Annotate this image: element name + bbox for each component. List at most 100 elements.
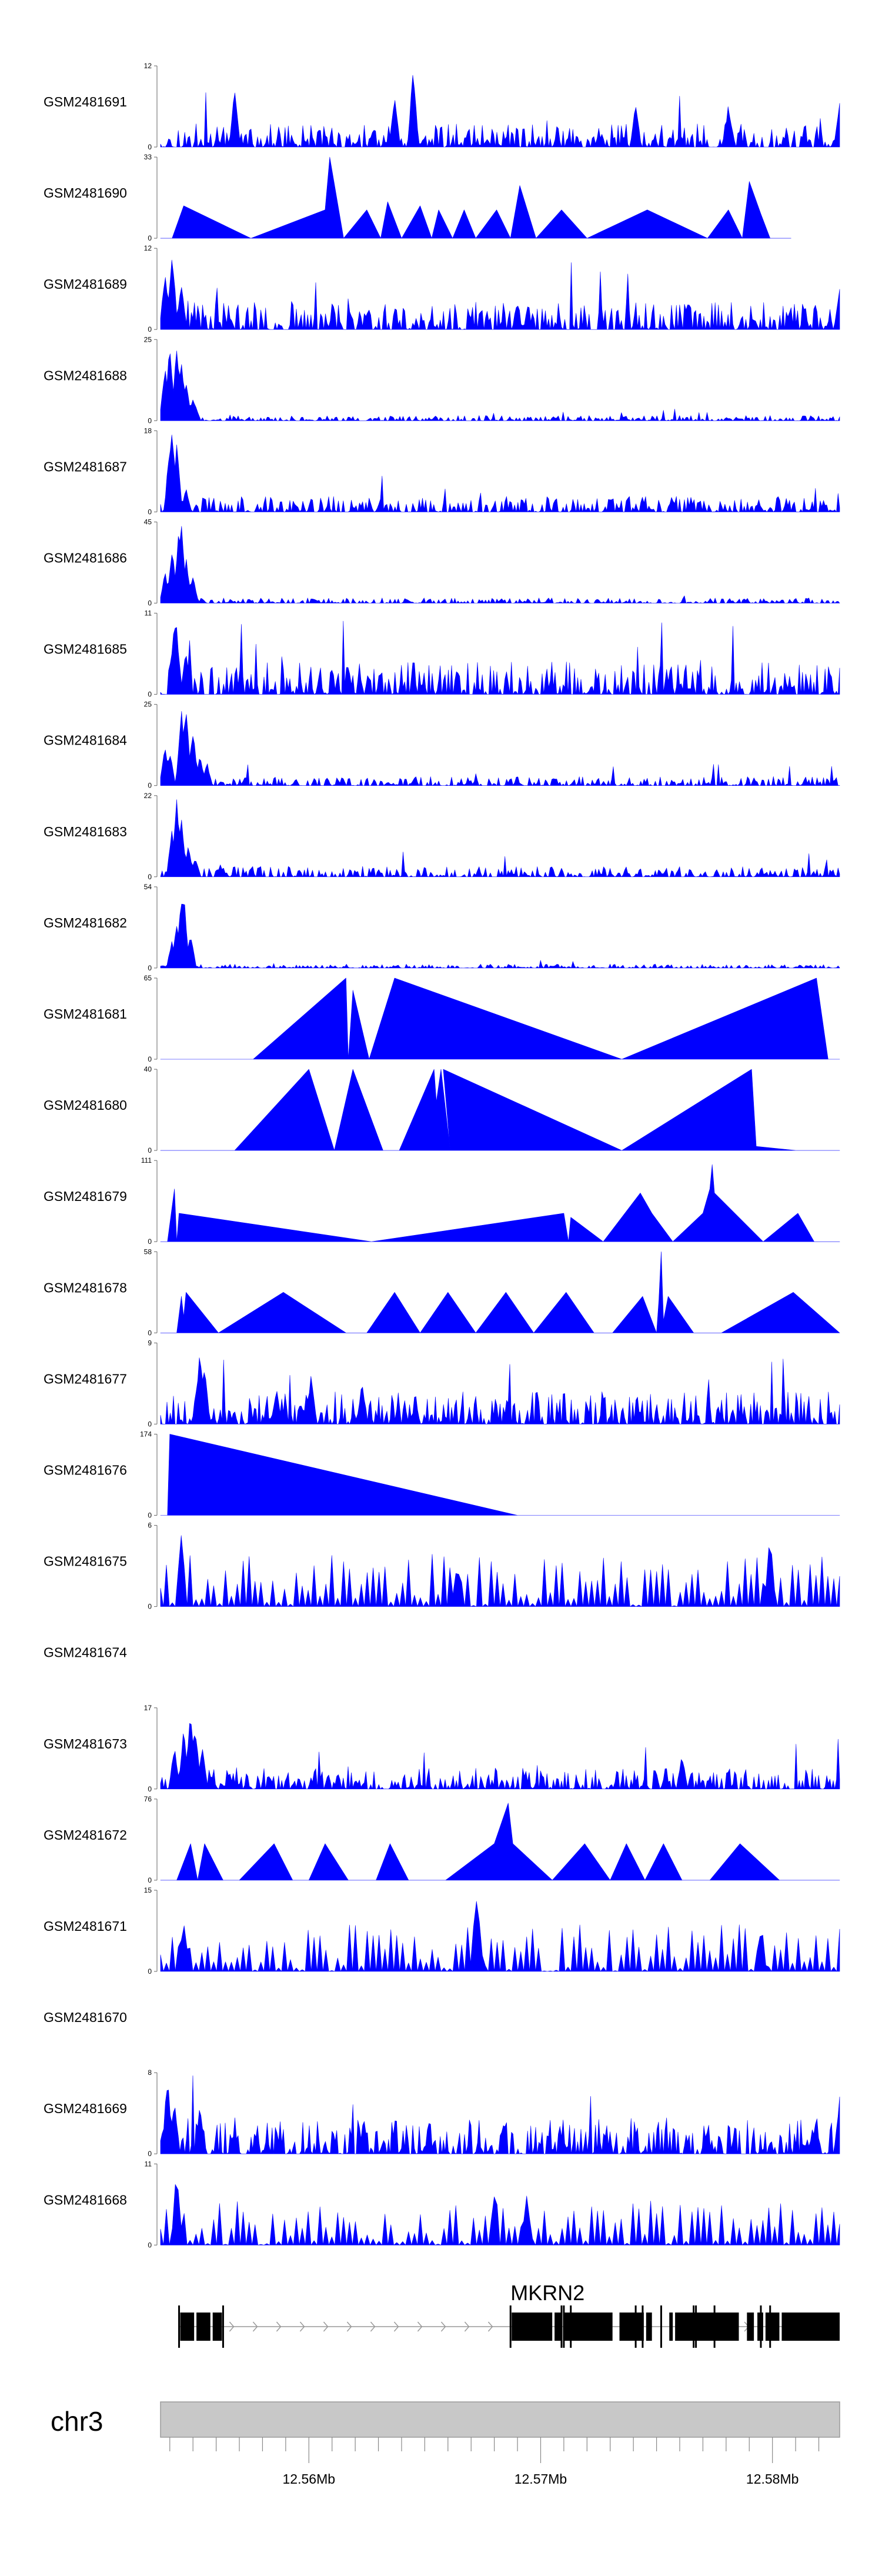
exon	[212, 2313, 222, 2341]
track-label: GSM2481673	[44, 1736, 127, 1751]
y-tick-label-max: 15	[144, 1886, 152, 1894]
exon-boundary	[695, 2305, 697, 2348]
y-tick-label-max: 45	[144, 518, 152, 526]
exon-boundary	[509, 2305, 512, 2348]
y-tick-label-zero: 0	[148, 1785, 152, 1793]
track-GSM2481674: GSM2481674	[44, 1645, 127, 1660]
y-tick-label-zero: 0	[148, 1420, 152, 1428]
y-tick-label-zero: 0	[148, 1055, 152, 1063]
y-tick-label-max: 22	[144, 792, 152, 800]
coverage-area	[160, 156, 791, 239]
exon-boundary	[693, 2305, 695, 2348]
strand-arrow	[229, 2321, 235, 2332]
coverage-area	[160, 75, 840, 148]
track-label: GSM2481686	[44, 550, 127, 566]
y-tick-label-zero: 0	[148, 2150, 152, 2158]
y-tick-label-zero: 0	[148, 690, 152, 699]
coverage-area	[160, 620, 840, 695]
coverage-area	[160, 799, 840, 877]
track-label: GSM2481683	[44, 824, 127, 839]
y-tick-label-zero: 0	[148, 873, 152, 881]
y-tick-label-max: 111	[141, 1156, 152, 1164]
track-GSM2481684: GSM2481684 25 0	[44, 700, 840, 790]
exon	[765, 2313, 780, 2341]
y-tick-label-zero: 0	[148, 1967, 152, 1976]
track-GSM2481686: GSM2481686 45 0	[44, 518, 840, 608]
y-tick-label-max: 76	[144, 1795, 152, 1803]
coverage-area	[160, 1535, 840, 1607]
strand-arrow	[393, 2321, 399, 2332]
exon	[747, 2313, 754, 2341]
strand-arrow	[323, 2321, 329, 2332]
coverage-area	[160, 1901, 840, 1972]
track-label: GSM2481671	[44, 1918, 127, 1934]
coverage-area	[160, 1069, 840, 1151]
y-tick-label-max: 40	[144, 1065, 152, 1073]
strand-arrow	[252, 2321, 258, 2332]
y-tick-label-zero: 0	[148, 782, 152, 790]
track-label: GSM2481670	[44, 2010, 127, 2025]
y-tick-label-zero: 0	[148, 234, 152, 242]
track-GSM2481679: GSM2481679 111 0	[44, 1156, 840, 1246]
y-tick-label-zero: 0	[148, 1603, 152, 1611]
exon-boundary	[769, 2305, 771, 2348]
track-label: GSM2481682	[44, 915, 127, 930]
strand-arrow	[487, 2321, 493, 2332]
y-tick-label-max: 11	[145, 609, 152, 618]
y-tick-label-max: 25	[144, 335, 152, 343]
y-tick-label-zero: 0	[148, 143, 152, 151]
track-label: GSM2481684	[44, 733, 127, 748]
exon-boundary	[660, 2305, 662, 2348]
track-label: GSM2481669	[44, 2101, 127, 2116]
exon-boundary	[222, 2305, 224, 2348]
track-label: GSM2481674	[44, 1645, 127, 1660]
track-GSM2481685: GSM2481685 11 0	[44, 609, 840, 699]
y-tick-label-zero: 0	[148, 599, 152, 608]
coverage-area	[160, 1357, 840, 1424]
coverage-area	[160, 259, 840, 330]
track-GSM2481668: GSM2481668 11 0	[44, 2160, 840, 2249]
track-label: GSM2481677	[44, 1371, 127, 1386]
chromosome-label: chr3	[51, 2406, 103, 2437]
x-tick-label: 12.56Mb	[283, 2471, 336, 2487]
track-GSM2481691: GSM2481691 12 0	[44, 62, 840, 151]
x-tick-label: 12.58Mb	[746, 2471, 799, 2487]
y-tick-label-zero: 0	[148, 1511, 152, 1520]
track-GSM2481681: GSM2481681 65 0	[44, 974, 840, 1063]
exon	[619, 2313, 644, 2341]
coverage-area	[160, 2076, 840, 2154]
coverage-area	[160, 903, 840, 969]
y-tick-label-max: 25	[144, 700, 152, 709]
exon-boundary	[713, 2305, 716, 2348]
exon-boundary	[634, 2305, 637, 2348]
track-GSM2481680: GSM2481680 40 0	[44, 1065, 840, 1154]
y-tick-label-zero: 0	[148, 508, 152, 516]
strand-arrow	[346, 2321, 352, 2332]
track-GSM2481677: GSM2481677 9 0	[44, 1339, 840, 1428]
track-GSM2481687: GSM2481687 18 0	[44, 426, 840, 516]
exon-boundary	[642, 2305, 644, 2348]
coverage-area	[160, 1723, 840, 1790]
track-GSM2481669: GSM2481669 8 0	[44, 2068, 840, 2158]
coverage-area	[160, 1434, 840, 1516]
coverage-area	[160, 711, 840, 786]
y-tick-label-max: 18	[144, 426, 152, 435]
exon	[554, 2313, 562, 2341]
genome-axis-track: chr3 12.56Mb 12.57Mb 12.58Mb	[51, 2401, 840, 2487]
track-label: GSM2481689	[44, 276, 127, 292]
exon	[180, 2313, 195, 2341]
strand-arrow	[417, 2321, 423, 2332]
track-label: GSM2481678	[44, 1280, 127, 1295]
gene-track-mkrn2: MKRN2	[178, 2281, 840, 2348]
y-tick-label-zero: 0	[148, 1876, 152, 1884]
coverage-area	[160, 1803, 840, 1881]
y-tick-label-max: 8	[148, 2068, 152, 2077]
y-tick-label-max: 9	[148, 1339, 152, 1347]
track-label: GSM2481691	[44, 94, 127, 109]
exon	[675, 2313, 739, 2341]
track-GSM2481671: GSM2481671 15 0	[44, 1886, 840, 1976]
track-label: GSM2481668	[44, 2192, 127, 2207]
y-tick-label-max: 12	[144, 244, 152, 252]
x-tick-label: 12.57Mb	[514, 2471, 567, 2487]
track-label: GSM2481676	[44, 1463, 127, 1478]
